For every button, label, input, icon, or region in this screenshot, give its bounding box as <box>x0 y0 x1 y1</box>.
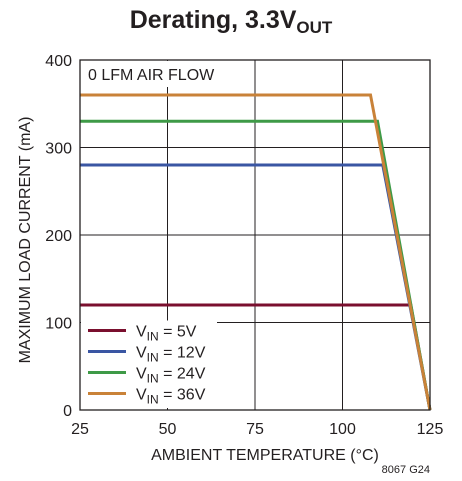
x-tick-label: 50 <box>159 421 177 438</box>
chart-title: Derating, 3.3VOUT <box>0 6 462 38</box>
legend-label: VIN = 12V <box>136 345 206 365</box>
x-tick-label: 125 <box>417 421 444 438</box>
annotation-text: 0 LFM AIR FLOW <box>88 67 215 84</box>
x-tick-label: 75 <box>246 421 264 438</box>
chart-title-subscript: OUT <box>296 18 333 37</box>
y-axis-label: MAXIMUM LOAD CURRENT (mA) <box>17 117 34 364</box>
chart-title-main: Derating, 3.3V <box>129 6 297 34</box>
plot-border <box>79 59 431 411</box>
figure-code: 8067 G24 <box>382 464 430 476</box>
y-tick-label: 0 <box>63 403 72 420</box>
legend-label: VIN = 36V <box>136 387 206 407</box>
x-tick-label: 25 <box>71 421 89 438</box>
series-line <box>80 93 432 411</box>
x-axis-label: AMBIENT TEMPERATURE (°C) <box>151 447 379 464</box>
y-tick-label: 200 <box>45 228 72 245</box>
y-tick-label: 100 <box>45 316 72 333</box>
y-tick-label: 300 <box>45 141 72 158</box>
legend-label: VIN = 24V <box>136 366 206 386</box>
legend-label: VIN = 5V <box>136 324 197 344</box>
annotation-background <box>81 61 221 87</box>
x-tick-label: 100 <box>329 421 356 438</box>
y-tick-label: 400 <box>45 53 72 70</box>
